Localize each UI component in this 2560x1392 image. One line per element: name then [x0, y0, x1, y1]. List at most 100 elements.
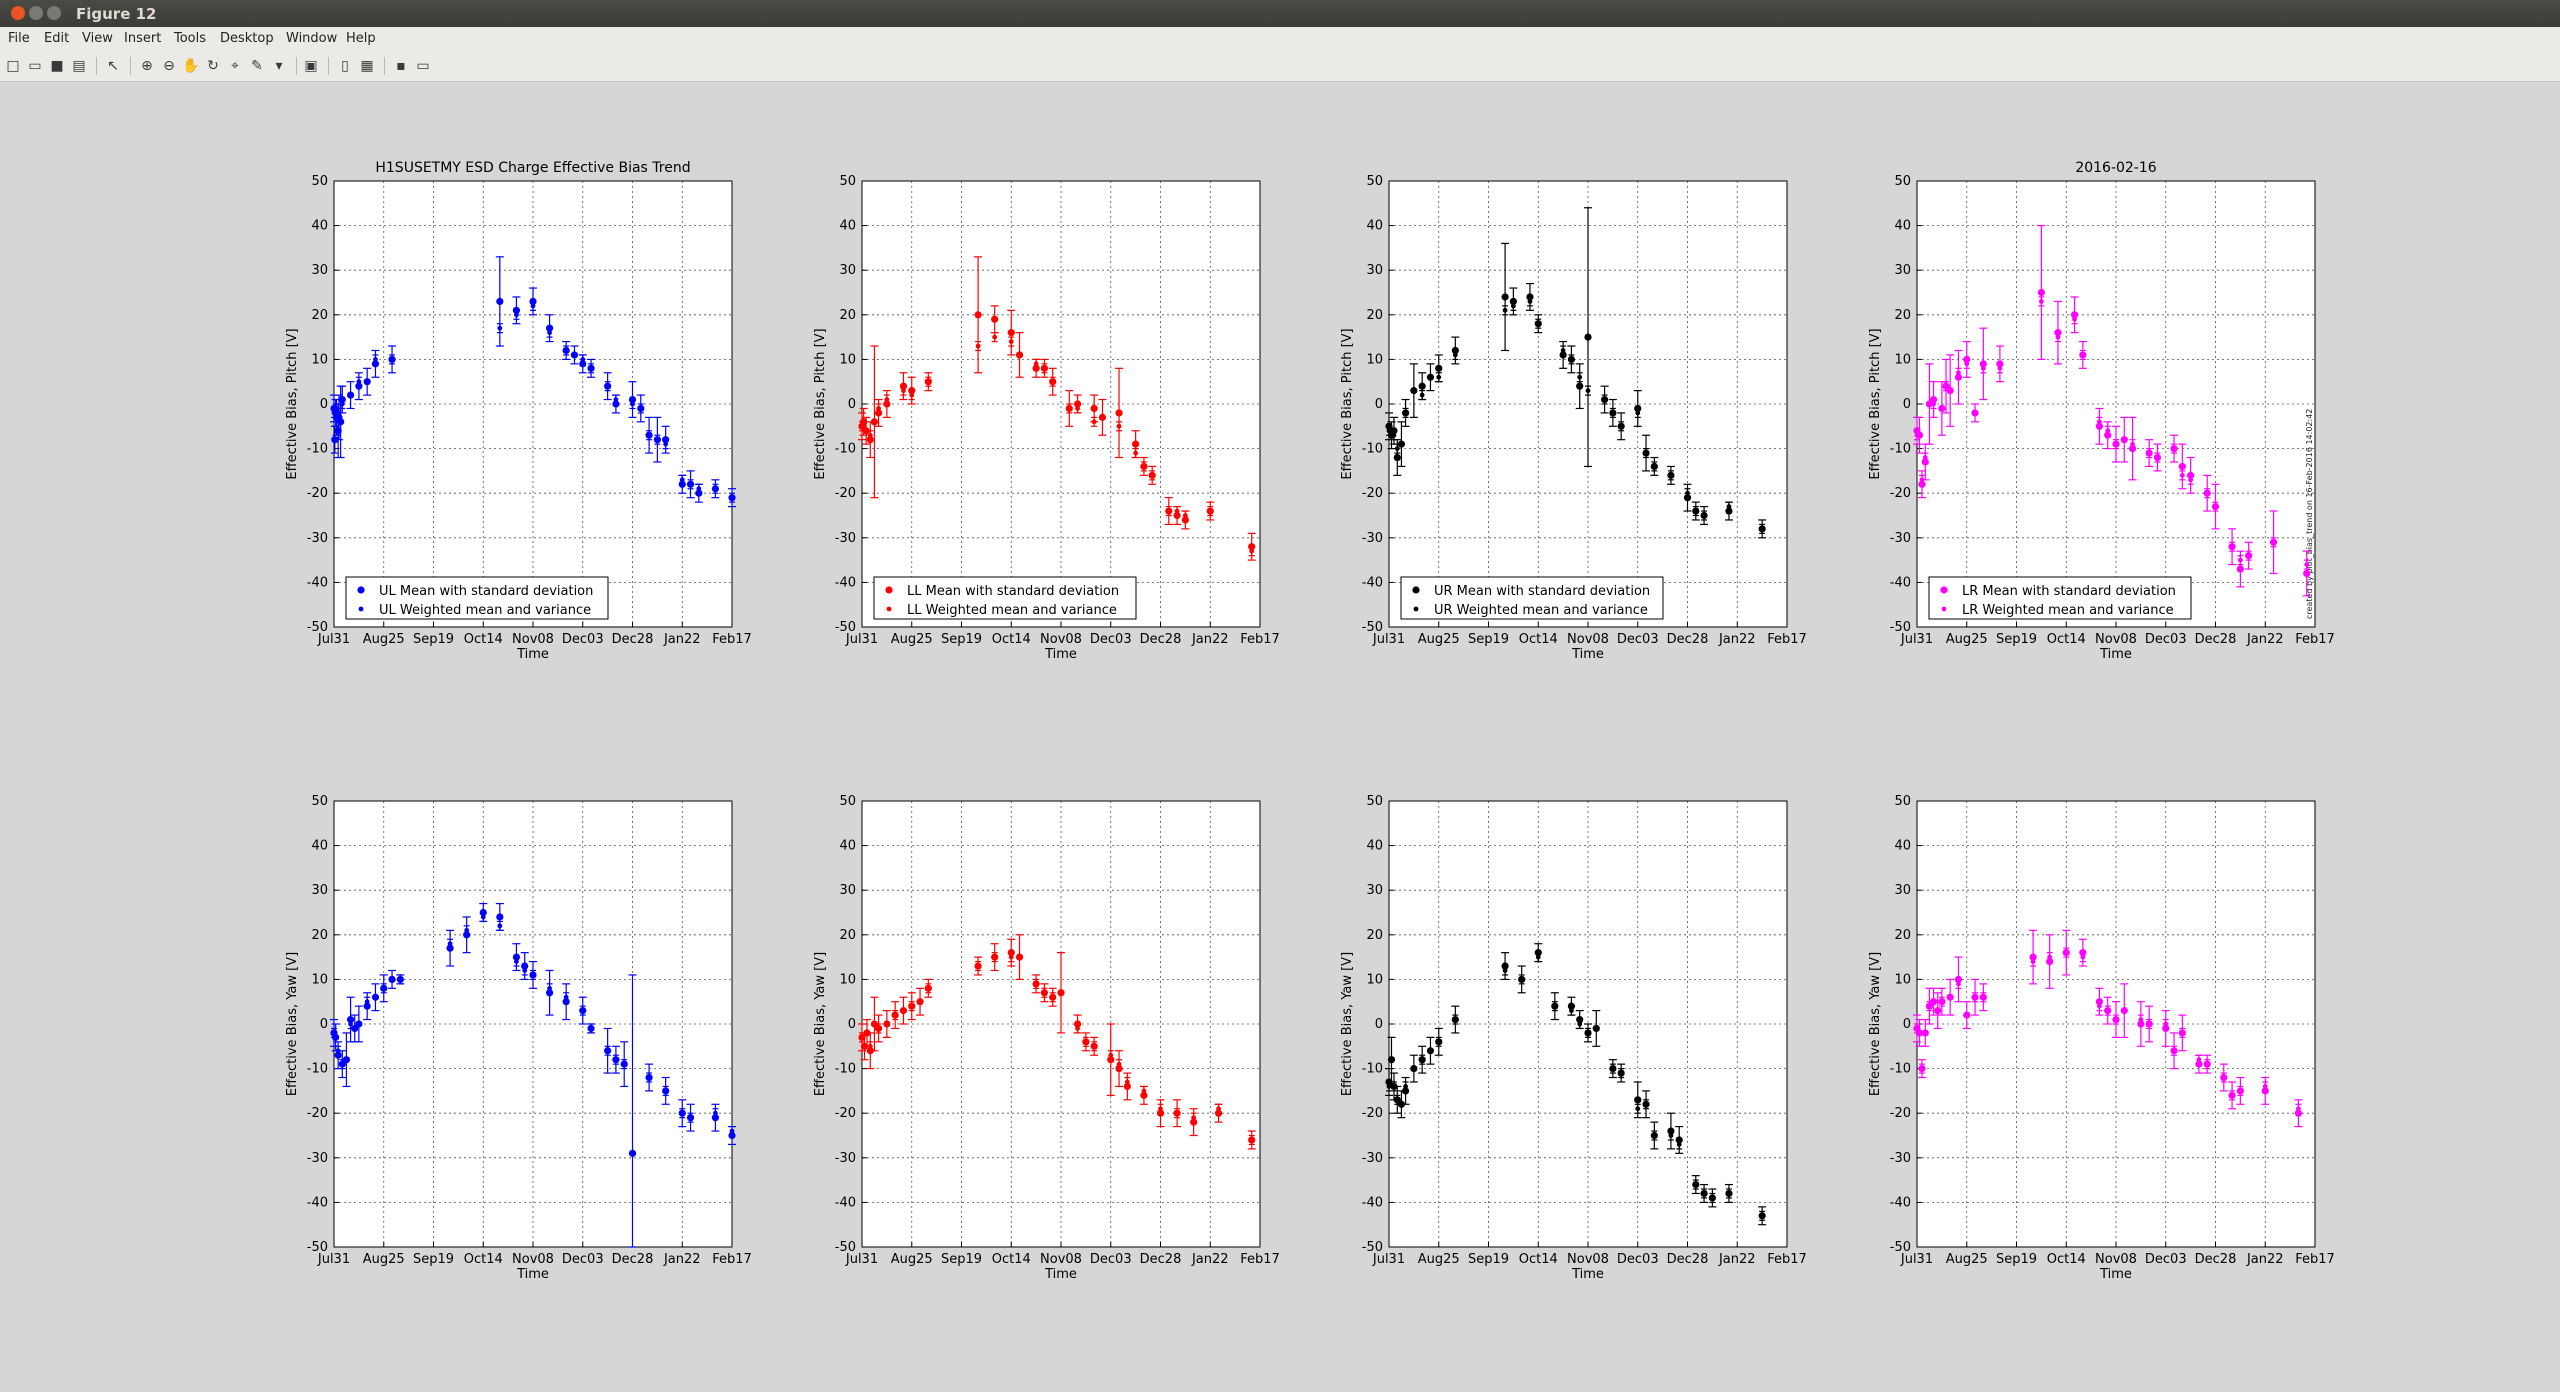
data-point [1419, 1057, 1425, 1063]
data-point [337, 418, 345, 426]
print-icon[interactable]: ▤ [72, 58, 86, 74]
close-icon[interactable] [11, 6, 25, 20]
menu-help[interactable]: Help [346, 31, 376, 46]
legend-box [345, 576, 609, 620]
menu-desktop[interactable]: Desktop [220, 31, 274, 46]
zoom-out-icon[interactable]: ⊖ [163, 58, 175, 74]
y-axis-label: Effective Bias, Pitch [V] [285, 328, 300, 479]
pan-icon[interactable]: ✋ [182, 58, 200, 74]
maximize-icon[interactable] [47, 6, 61, 20]
data-point [1418, 382, 1426, 390]
y-tick-label: -20 [1362, 1106, 1383, 1121]
rotate-icon[interactable]: ↻ [207, 58, 219, 74]
legend-marker [886, 606, 892, 612]
data-point [570, 351, 579, 359]
data-point [1956, 370, 1961, 376]
y-tick-label: -30 [307, 531, 328, 546]
x-tick-label: Sep19 [1996, 632, 2037, 647]
save-icon[interactable]: ■ [50, 58, 64, 74]
data-point [1249, 1137, 1255, 1143]
menu-file[interactable]: File [8, 31, 30, 46]
legend: LR Mean with standard deviation LR Weight… [1928, 576, 2192, 620]
grid-icon[interactable]: ▦ [360, 58, 374, 74]
data-point [646, 1075, 652, 1080]
data-point [1394, 446, 1400, 451]
data-point [2055, 334, 2061, 340]
y-tick-label: 40 [1894, 839, 1911, 854]
data-point [2113, 1017, 2119, 1022]
y-tick-label: -20 [1890, 486, 1911, 501]
data-point [1116, 423, 1122, 429]
undock-icon[interactable]: ▭ [416, 58, 430, 74]
y-tick-label: 30 [311, 263, 328, 278]
pointer-icon[interactable]: ↖ [107, 58, 119, 74]
data-point [1927, 1003, 1932, 1009]
y-tick-label: 10 [1894, 352, 1911, 367]
data-point [883, 1020, 891, 1028]
data-cursor-icon[interactable]: ⌖ [231, 58, 239, 74]
data-point [1618, 1070, 1624, 1076]
y-tick-label: -10 [1890, 442, 1911, 457]
legend-icon[interactable]: ▯ [341, 58, 349, 74]
data-point [1133, 450, 1139, 456]
data-point [870, 418, 879, 426]
menu-insert[interactable]: Insert [124, 31, 162, 46]
y-tick-label: -30 [835, 1151, 856, 1166]
colorbar-icon[interactable]: ▣ [304, 58, 318, 74]
menu-window[interactable]: Window [286, 31, 338, 46]
data-point [1576, 382, 1584, 390]
data-point [1057, 989, 1065, 997]
data-point [2204, 490, 2210, 496]
data-point [1939, 999, 1945, 1005]
y-tick-label: -20 [1890, 1106, 1911, 1121]
data-point [1938, 404, 1946, 413]
data-point [497, 325, 503, 331]
menu-tools[interactable]: Tools [174, 31, 207, 46]
data-point [1552, 1003, 1558, 1009]
data-point [1174, 1110, 1180, 1116]
y-tick-label: 0 [848, 397, 856, 412]
data-point [688, 481, 693, 487]
data-point [2229, 1092, 2235, 1098]
data-point [2262, 1084, 2268, 1089]
data-point [605, 1048, 611, 1054]
y-tick-label: -40 [307, 1195, 328, 1210]
x-axis-label: Time [2099, 647, 2132, 662]
minimize-icon[interactable] [29, 6, 43, 20]
x-tick-label: Jul31 [317, 632, 350, 647]
link-icon[interactable]: ▾ [275, 58, 283, 74]
data-point [613, 1057, 619, 1063]
data-point [1610, 410, 1616, 416]
data-point [916, 998, 924, 1006]
x-tick-label: Feb17 [2295, 632, 2335, 647]
brush-icon[interactable]: ✎ [251, 58, 263, 74]
subplot-1: Jul31 Aug25 Sep19 Oct14 Nov08 Dec03 Dec28 Jan22… [285, 160, 752, 662]
data-point [663, 441, 669, 447]
x-tick-label: Aug25 [363, 1252, 405, 1267]
legend-label: LR Weighted mean and variance [1962, 603, 2174, 618]
menu-edit[interactable]: Edit [44, 31, 70, 46]
data-point [1577, 374, 1583, 380]
data-point [1651, 1133, 1657, 1138]
y-tick-label: -40 [307, 575, 328, 590]
data-point [713, 1110, 718, 1116]
data-point [464, 927, 470, 933]
data-point [1426, 1047, 1435, 1055]
x-tick-label: Oct14 [992, 1252, 1031, 1267]
data-point [1015, 351, 1024, 359]
data-point [447, 941, 453, 947]
dock-icon[interactable]: ▪ [396, 58, 406, 74]
data-point [2146, 450, 2152, 456]
new-file-icon[interactable]: □ [6, 58, 20, 74]
data-point [1676, 1142, 1682, 1147]
data-point [2171, 446, 2177, 451]
data-point [1166, 508, 1172, 514]
x-tick-label: Feb17 [712, 632, 752, 647]
x-tick-label: Feb17 [2295, 1252, 2335, 1267]
legend-marker [1941, 606, 1947, 612]
zoom-in-icon[interactable]: ⊕ [141, 58, 153, 74]
open-icon[interactable]: ▭ [28, 58, 42, 74]
data-point [1726, 1191, 1732, 1196]
y-tick-label: -20 [307, 486, 328, 501]
menu-view[interactable]: View [82, 31, 113, 46]
